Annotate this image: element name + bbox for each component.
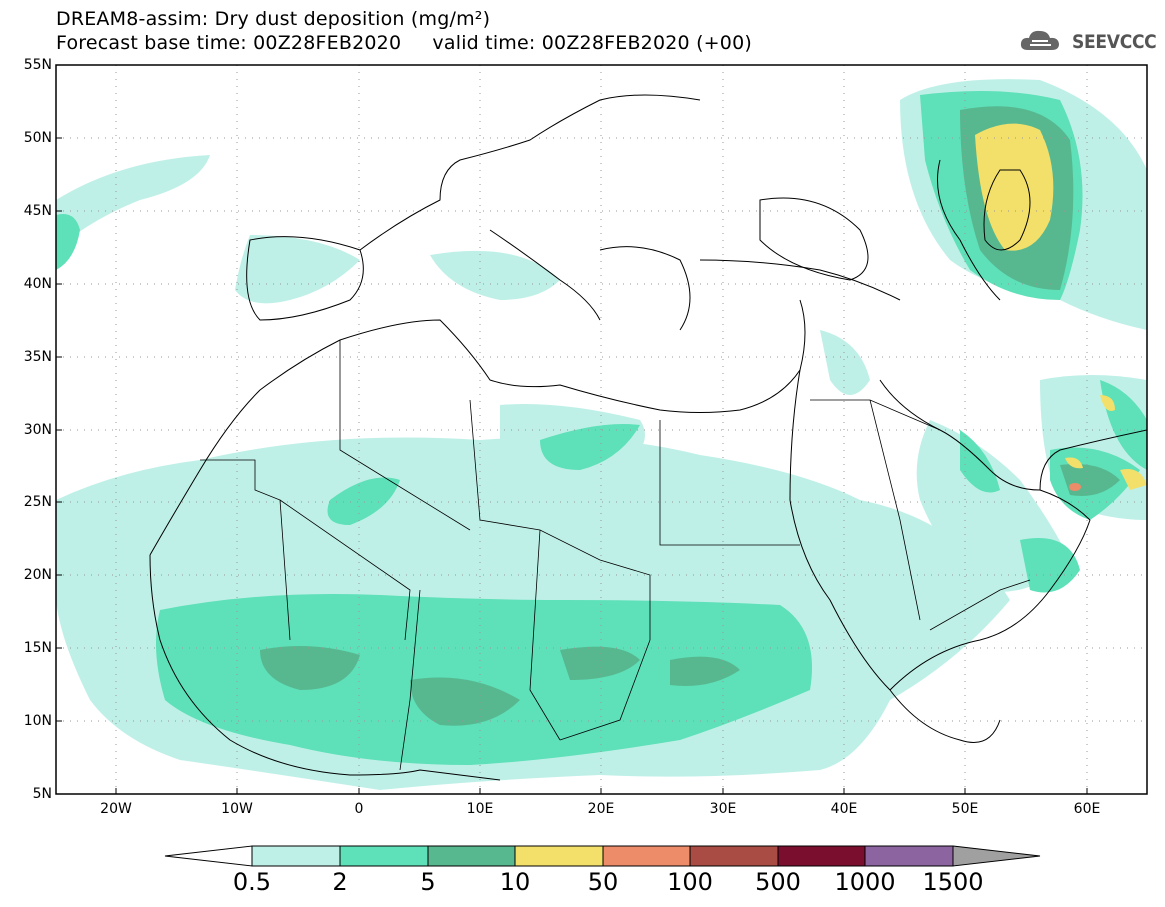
lat-label: 10N [23,713,52,729]
colorbar-label: 50 [587,868,619,896]
lon-label: 0 [354,801,364,817]
colorbar-label: 10 [499,868,531,896]
lon-label: 60E [1073,801,1101,817]
map-title: DREAM8-assim: Dry dust deposition (mg/m²… [56,8,491,30]
lon-label: 10E [466,801,494,817]
lon-label: 10W [221,801,253,817]
colorbar-swatch-7 [864,845,954,867]
lat-label: 45N [23,203,52,219]
colorbar [164,845,1041,867]
colorbar-label: 500 [755,868,801,896]
coastlines [149,94,1147,781]
colorbar-swatch-6 [777,845,866,867]
lon-label: 20E [587,801,615,817]
colorbar-label: 1500 [922,868,984,896]
lat-label: 35N [23,349,52,365]
deposition-level-50 [1069,483,1081,491]
colorbar-swatch-2 [427,845,516,867]
deposition-level-10 [975,123,1147,490]
colorbar-swatch-4 [602,845,691,867]
lon-label: 30E [709,801,737,817]
colorbar-label: 2 [332,868,348,896]
colorbar-swatch-1 [339,845,429,867]
graticule [56,65,1147,794]
lat-label: 55N [23,57,52,73]
cloud-icon [1020,30,1059,50]
colorbar-label: 5 [420,868,436,896]
lat-label: 50N [23,130,52,146]
colorbar-swatch-3 [514,845,604,867]
colorbar-label: 0.5 [232,868,272,896]
lat-label: 40N [23,276,52,292]
colorbar-under-arrow [164,845,253,867]
country-borders [200,340,1031,771]
colorbar-label: 100 [667,868,713,896]
lon-label: 40E [830,801,858,817]
colorbar-swatch-0 [251,845,341,867]
lat-label: 15N [23,640,52,656]
lon-label: 50E [951,801,979,817]
lon-label: 20W [100,801,132,817]
colorbar-label: 1000 [834,868,896,896]
logo-text: SEEVCCC [1072,31,1157,53]
lat-label: 20N [23,567,52,583]
colorbar-over-arrow [952,845,1041,867]
lat-label: 5N [32,786,52,802]
lat-label: 25N [23,494,52,510]
map-subtitle: Forecast base time: 00Z28FEB2020 valid t… [56,32,752,54]
axis-ticks [56,137,1088,794]
colorbar-swatch-5 [689,845,779,867]
lat-label: 30N [23,422,52,438]
